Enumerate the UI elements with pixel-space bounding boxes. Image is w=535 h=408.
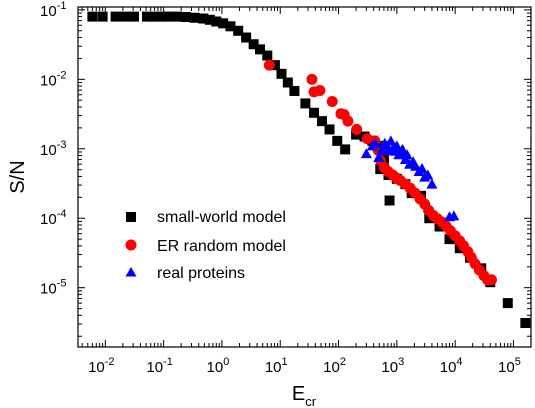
legend-marker-real-proteins: [125, 267, 137, 277]
y-tick-label: 10-3: [40, 139, 66, 159]
data-point-triangle: [385, 135, 397, 146]
data-point-square: [309, 107, 320, 118]
data-point-square: [180, 11, 191, 22]
data-point-square: [262, 50, 273, 61]
legend-marker-small-world: [126, 212, 136, 222]
data-point-square: [142, 11, 153, 22]
x-tick-label: 100: [207, 356, 230, 376]
data-points: [87, 11, 531, 329]
axis-ticks: [78, 7, 532, 347]
data-point-square: [172, 11, 183, 22]
data-point-square: [276, 68, 287, 79]
data-point-triangle: [369, 137, 381, 148]
y-tick-label: 10-5: [40, 278, 66, 298]
data-point-circle: [314, 85, 326, 97]
data-point-square: [444, 234, 455, 245]
data-point-square: [340, 144, 351, 155]
data-point-square: [324, 124, 335, 135]
legend: small-world model ER random model real p…: [125, 209, 286, 282]
data-point-square: [384, 195, 395, 206]
x-tick-label: 105: [498, 356, 521, 376]
data-point-triangle: [373, 151, 385, 162]
axis-tick-labels: 10-2 10-1 100 101 102 103 104 105 10-5 10-4 10-3 10…: [40, 0, 521, 376]
y-axis-label: S/N: [7, 160, 29, 193]
data-point-circle: [306, 73, 318, 85]
data-point-triangle: [416, 163, 428, 174]
data-point-square: [233, 25, 244, 36]
data-point-square: [269, 60, 280, 71]
data-point-square: [255, 44, 266, 55]
data-point-square: [110, 11, 121, 22]
data-point-square: [502, 298, 513, 309]
legend-marker-er-random: [125, 239, 137, 251]
data-point-square: [120, 11, 131, 22]
data-point-square: [289, 85, 300, 96]
data-point-square: [148, 11, 159, 22]
data-point-square: [218, 18, 229, 29]
data-point-square: [128, 11, 139, 22]
legend-label-real-proteins: real proteins: [157, 265, 245, 282]
data-point-triangle: [360, 148, 372, 159]
data-point-square: [198, 13, 209, 24]
y-tick-label: 10-4: [40, 208, 66, 228]
data-point-square: [241, 32, 252, 43]
x-tick-label: 102: [323, 356, 346, 376]
data-point-square: [204, 14, 215, 25]
data-point-square: [163, 11, 174, 22]
x-axis-label-main: E: [292, 383, 305, 405]
x-tick-label: 10-1: [146, 356, 172, 376]
data-point-triangle: [396, 143, 408, 154]
legend-label-er-random: ER random model: [157, 238, 286, 255]
data-point-square: [316, 116, 327, 127]
data-point-square: [87, 11, 98, 22]
x-tick-label: 104: [440, 356, 463, 376]
data-point-circle: [263, 59, 275, 71]
data-point-square: [520, 318, 531, 329]
legend-label-small-world: small-world model: [157, 209, 286, 226]
data-point-circle: [326, 95, 338, 107]
plot-frame: [77, 6, 532, 348]
data-point-triangle: [422, 169, 434, 180]
data-point-square: [211, 16, 222, 27]
x-tick-label: 10-2: [88, 356, 114, 376]
data-point-square: [248, 39, 259, 50]
data-point-triangle: [401, 149, 413, 160]
data-point-triangle: [448, 210, 460, 221]
data-point-triangle: [426, 178, 438, 189]
x-tick-label: 101: [265, 356, 288, 376]
data-point-circle: [342, 115, 354, 127]
y-tick-label: 10-1: [40, 0, 66, 20]
data-point-circle: [485, 274, 497, 286]
data-point-square: [225, 21, 236, 32]
y-tick-label: 10-2: [40, 69, 66, 89]
data-point-square: [155, 11, 166, 22]
data-point-square: [189, 12, 200, 23]
data-point-square: [282, 77, 293, 88]
data-point-square: [332, 135, 343, 146]
data-point-square: [97, 11, 108, 22]
x-axis-label: Ecr: [292, 383, 317, 408]
data-point-circle: [351, 123, 363, 135]
x-axis-label-subscript: cr: [305, 394, 317, 408]
data-point-square: [300, 98, 311, 109]
x-tick-label: 103: [381, 356, 404, 376]
